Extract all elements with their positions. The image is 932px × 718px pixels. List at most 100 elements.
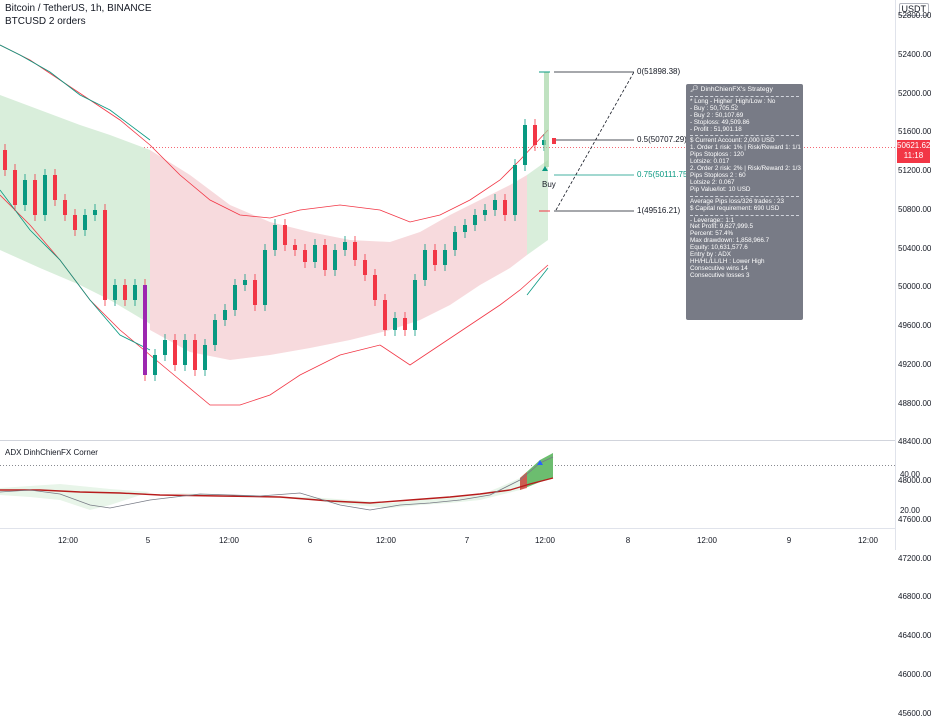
- di-line: [0, 456, 554, 511]
- current-price-value: 50621.62: [897, 141, 931, 150]
- chart-title: Bitcoin / TetherUS, 1h, BINANCE: [5, 3, 152, 14]
- candle: [233, 285, 237, 310]
- bull-zone: [527, 160, 548, 255]
- strategy-label[interactable]: BTCUSD 2 orders: [5, 16, 86, 27]
- candle: [83, 215, 87, 230]
- candle: [283, 225, 287, 245]
- fib-level-label: 0.5(50707.29): [637, 135, 687, 144]
- price-tick: 48400.00: [898, 437, 932, 447]
- time-tick: 7: [464, 536, 470, 545]
- adx-tick: 40.00: [899, 470, 920, 479]
- info-line: Consecutive losses 3: [690, 271, 750, 279]
- time-tick: 12:00: [57, 536, 79, 545]
- time-tick: 12:00: [696, 536, 718, 545]
- candle: [313, 245, 317, 262]
- price-tick: 52800.00: [898, 11, 932, 20]
- candle: [473, 215, 477, 225]
- info-line: - Stoploss: 49,509.86: [690, 118, 750, 126]
- info-line: Consecutive wins 14: [690, 264, 748, 272]
- candle: [173, 340, 177, 365]
- fib-level-label: 1(49516.21): [637, 206, 681, 215]
- currency-badge[interactable]: USDT: [898, 3, 929, 16]
- candle: [373, 275, 377, 300]
- candle: [503, 200, 507, 215]
- time-tick: 5: [145, 536, 151, 545]
- time-tick: 6: [307, 536, 313, 545]
- time-tick: 9: [786, 536, 792, 545]
- candle: [43, 175, 47, 215]
- current-price-tag: 50621.62 11:18: [897, 140, 930, 163]
- candle: [133, 285, 137, 300]
- price-tick: 50000.00: [898, 282, 932, 292]
- candle: [163, 340, 167, 355]
- candle: [63, 200, 67, 215]
- adx-tick: 20.00: [899, 506, 920, 515]
- candle: [433, 250, 437, 265]
- time-tick: 12:00: [218, 536, 240, 545]
- projection-line: [555, 71, 635, 211]
- candle: [483, 210, 487, 215]
- candle: [263, 250, 267, 305]
- adx-signal-icon: [537, 460, 543, 465]
- entry-marker: [552, 138, 556, 144]
- buy-arrow-icon: [542, 166, 548, 171]
- info-line: - Profit : 51,901.18: [690, 125, 742, 133]
- candle: [73, 215, 77, 230]
- lower-trail-line: [0, 189, 151, 351]
- adx-indicator-label[interactable]: ADX DinhChienFX Corner: [5, 448, 98, 457]
- bar-countdown: 11:18: [903, 151, 924, 160]
- price-tick: 49200.00: [898, 359, 932, 369]
- info-line: Lotsize 2: 0.067: [690, 178, 735, 186]
- candle: [383, 300, 387, 330]
- price-tick: 50800.00: [898, 204, 932, 214]
- target-bar: [544, 72, 549, 167]
- price-tick: 51200.00: [898, 166, 932, 175]
- candle: [403, 318, 407, 330]
- candle: [253, 280, 257, 305]
- info-line: Percent: 57.4%: [690, 230, 734, 238]
- candle: [323, 245, 327, 270]
- price-tick: 52000.00: [898, 88, 932, 98]
- price-tick: 50400.00: [898, 243, 932, 253]
- price-tick: 45600.00: [898, 708, 932, 718]
- info-line: 1. Order 1 risk: 1% | Risk/Reward 1: 1/1: [690, 144, 801, 152]
- info-line: Net Profit: 9,627,999.5: [690, 223, 754, 231]
- candle: [363, 260, 367, 275]
- price-tick: 46400.00: [898, 631, 932, 640]
- price-tick: 49600.00: [898, 321, 932, 330]
- candle: [203, 345, 207, 370]
- candle: [143, 285, 147, 375]
- candle: [93, 210, 97, 215]
- info-line: $ Current Account: 2,000 USD: [690, 137, 775, 145]
- time-tick: 12:00: [534, 536, 556, 545]
- candle: [293, 245, 297, 250]
- price-tick: 47600.00: [898, 514, 932, 524]
- info-line: * Long - Higher_High/Low : No: [690, 97, 776, 105]
- candle: [223, 310, 227, 320]
- price-tick: 52400.00: [898, 49, 932, 59]
- price-tick: 46000.00: [898, 669, 932, 679]
- strategy-info-panel: 🔎︎ DinhChienFX's Strategy * Long - Highe…: [686, 84, 803, 320]
- fib-level-label: 0.75(50111.75): [637, 170, 691, 179]
- candle: [53, 175, 57, 200]
- search-icon: 🔎︎: [690, 86, 699, 93]
- adx-cloud: [0, 453, 553, 510]
- candle: [243, 280, 247, 285]
- info-line: Lotsize: 0.017: [690, 158, 730, 166]
- candle: [3, 150, 7, 170]
- bull-zone: [0, 95, 152, 325]
- info-line: HH/HL/LL/LH : Lower High: [690, 257, 765, 265]
- candle: [113, 285, 117, 300]
- candle: [533, 125, 537, 145]
- price-chart[interactable]: [0, 0, 932, 550]
- candle: [123, 285, 127, 300]
- candle: [453, 232, 457, 250]
- candle: [273, 225, 277, 250]
- info-title: DinhChienFX's Strategy: [700, 86, 773, 93]
- info-line: Entry by : ADX: [690, 251, 731, 259]
- bear-zone: [150, 150, 527, 360]
- candle: [183, 340, 187, 365]
- candle: [343, 242, 347, 250]
- candle: [333, 250, 337, 270]
- fib-level-label: 0(51898.38): [637, 67, 681, 76]
